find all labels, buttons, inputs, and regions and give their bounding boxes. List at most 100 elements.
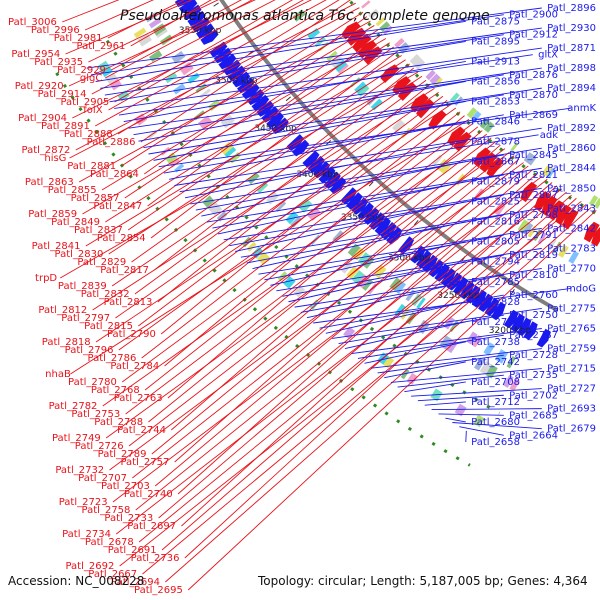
leader-line [128, 151, 510, 447]
gene-arrow [510, 313, 525, 333]
gene-label-forward: Patl_2846 [471, 117, 520, 128]
leader-line [86, 7, 542, 69]
kbp-tick-label: 3250 kbp [437, 291, 480, 301]
gene-label-reverse: Patl_2904 [18, 113, 67, 124]
leader-line [390, 368, 542, 383]
gene-label-forward: mdoG [566, 283, 596, 294]
gene-arrow [422, 254, 438, 273]
leader-line [142, 203, 587, 575]
feature-block [309, 299, 320, 310]
gene-label-forward: Patl_2894 [547, 83, 596, 94]
gene-label-forward: Patl_2738 [471, 337, 520, 348]
gene-arrow [222, 59, 241, 76]
feature-block [247, 172, 260, 185]
leader-line [276, 247, 542, 292]
leader-line [124, 29, 379, 199]
feature-block [148, 17, 162, 29]
gene-label-forward: Patl_2742 [471, 357, 520, 368]
gene-label-forward: Patl_2871 [547, 43, 596, 54]
leader-line [344, 321, 466, 349]
gene-label-forward: Patl_2807 [509, 190, 558, 201]
feature-block [588, 195, 599, 207]
feature-block [483, 121, 495, 133]
leader-line [91, 14, 504, 76]
leader-line [240, 207, 542, 258]
feature-block [338, 64, 349, 74]
feature-block [330, 55, 344, 68]
leader-line [313, 287, 571, 324]
gene-arrow [329, 176, 347, 195]
leader-line [167, 130, 483, 399]
feature-block [266, 191, 279, 205]
feature-block [383, 356, 395, 369]
leader-line [95, 103, 452, 343]
leader-line [138, 95, 444, 327]
kbp-tick [368, 181, 374, 187]
feature-block [509, 378, 520, 392]
gene-label-forward: Patl_2860 [547, 143, 596, 154]
leader-line [459, 426, 504, 436]
leader-line [452, 422, 542, 430]
feature-block [314, 37, 326, 48]
leader-line [131, 63, 410, 263]
feature-block [546, 168, 556, 179]
gene-label-reverse: Patl_2881 [67, 161, 116, 172]
gene-label-reverse: Patl_2797 [61, 313, 110, 324]
leader-line [201, 161, 466, 217]
topology-label: Topology: [258, 574, 315, 588]
kbp-tick [510, 288, 515, 295]
leader-line [158, 107, 571, 168]
gene-label-reverse: Patl_3006 [8, 17, 57, 28]
gene-label-reverse: Patl_2678 [85, 537, 134, 548]
leader-line [154, 67, 415, 271]
leader-line [181, 185, 558, 527]
feature-block [171, 50, 186, 64]
gene-label-forward: Patl_2760 [509, 290, 558, 301]
kbp-tick [285, 96, 291, 102]
leader-line [258, 227, 542, 275]
feature-block [471, 335, 482, 348]
feature-block [164, 72, 178, 84]
gene-label-reverse: Patl_2920 [15, 81, 64, 92]
gene-arrow [453, 131, 472, 152]
feature-block [246, 241, 257, 252]
gene-label-reverse: Patl_2768 [91, 385, 140, 396]
leader-line [294, 267, 542, 308]
feature-block [547, 238, 557, 251]
feature-block [202, 195, 215, 208]
gene-label-forward: Patl_2664 [509, 430, 558, 441]
gene-label-reverse: trpD [35, 273, 57, 284]
feature-block [285, 211, 299, 225]
gene-label-reverse: Patl_2780 [68, 377, 117, 388]
gene-label-forward: Patl_2712 [471, 397, 520, 408]
feature-block [429, 73, 441, 86]
gene-arrow [478, 293, 494, 313]
leader-line [148, 94, 504, 155]
feature-block [479, 118, 490, 130]
gene-label-reverse: Patl_2837 [74, 225, 123, 236]
feature-block [97, 60, 111, 74]
gene-arrow [200, 29, 219, 45]
feature-block [275, 201, 287, 213]
gene-arrow [380, 221, 397, 240]
length-label: Length: [370, 574, 416, 588]
feature-block [172, 83, 186, 95]
leader-line [417, 394, 504, 402]
leader-line [357, 334, 504, 359]
gene-label-forward: Patl_2728 [509, 350, 558, 361]
gene-arrow [352, 33, 372, 53]
leader-line [78, 20, 371, 183]
gene-label-reverse: Patl_2891 [41, 121, 90, 132]
leader-line [384, 361, 466, 379]
gene-label-forward: Patl_2850 [547, 183, 596, 194]
feature-block [568, 250, 580, 264]
leader-line [177, 172, 539, 495]
gene-label-forward: Patl_2853 [471, 96, 520, 107]
feature-block [256, 182, 269, 194]
feature-block [207, 99, 221, 112]
gene-label-reverse: Patl_2694 [111, 577, 160, 588]
leader-line [72, 0, 313, 119]
topology-value: circular [317, 574, 363, 588]
gene-label-reverse: Patl_2744 [117, 425, 166, 436]
